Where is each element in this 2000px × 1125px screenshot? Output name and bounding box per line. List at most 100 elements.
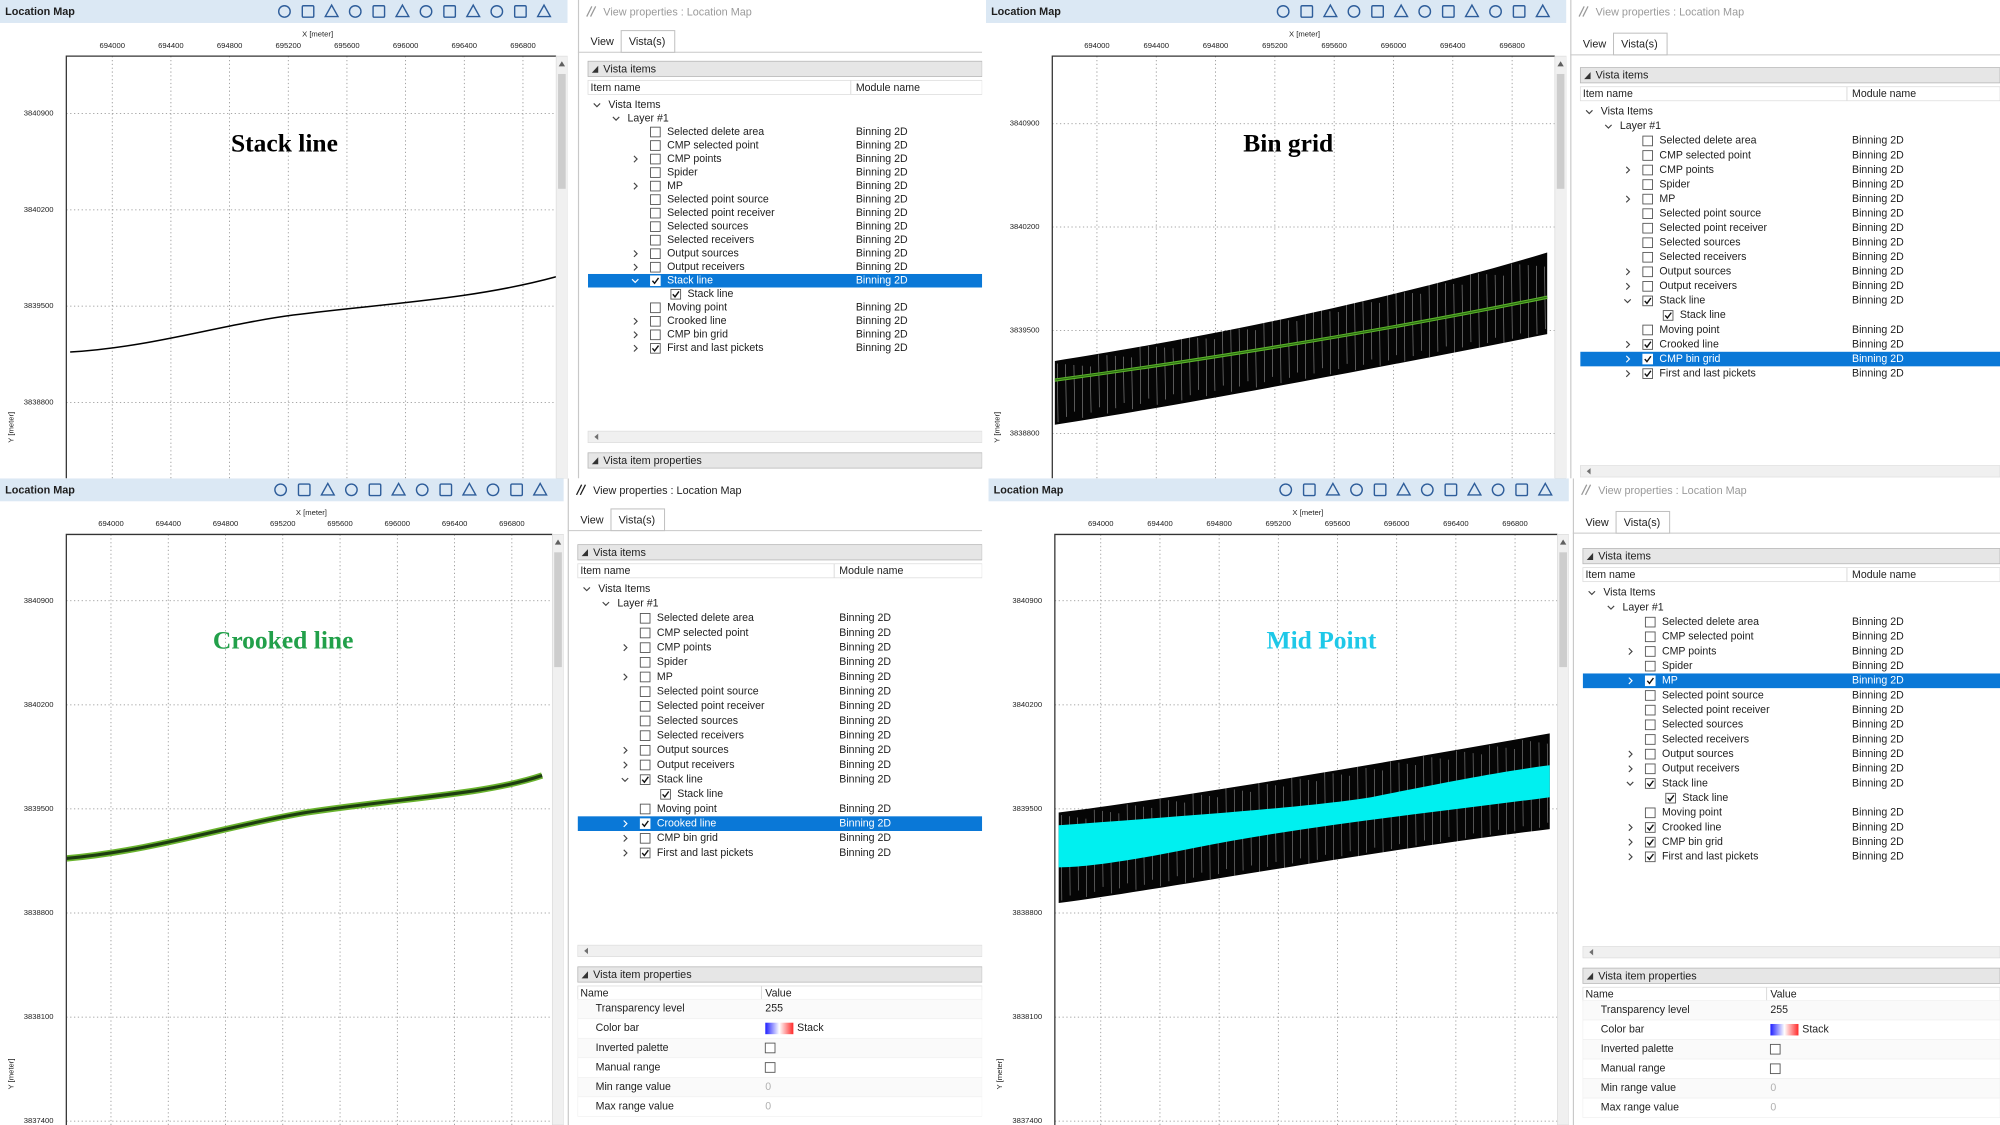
toolbar-button[interactable] xyxy=(510,483,524,497)
tree-item-name[interactable]: First and last pickets xyxy=(657,847,753,859)
tree-item-name[interactable]: Selected point source xyxy=(1659,207,1761,219)
checkbox[interactable] xyxy=(1644,851,1656,863)
toolbar-button[interactable] xyxy=(1537,481,1553,496)
checkbox[interactable] xyxy=(639,759,651,771)
tree-expander[interactable] xyxy=(1623,298,1632,304)
tree-expander[interactable] xyxy=(633,331,638,339)
tree-expander[interactable] xyxy=(633,263,638,271)
section-header[interactable] xyxy=(1582,967,2000,984)
checkbox[interactable] xyxy=(1642,368,1653,379)
vertical-scrollbar[interactable] xyxy=(1557,534,1569,1125)
toolbar-button[interactable] xyxy=(1464,3,1480,18)
tree-item-name[interactable]: Crooked line xyxy=(657,817,717,829)
tree-item-name[interactable]: Moving point xyxy=(667,302,727,314)
tree-expander[interactable] xyxy=(1625,370,1631,378)
tab-label[interactable]: Vista(s) xyxy=(619,514,656,526)
checkbox[interactable] xyxy=(1642,150,1653,161)
checkbox[interactable] xyxy=(650,153,661,165)
tree-item-name[interactable]: Selected point source xyxy=(1662,689,1764,701)
scroll-arrow[interactable] xyxy=(1557,61,1564,67)
section-header[interactable] xyxy=(1582,548,2000,565)
tree-item-name[interactable]: Output sources xyxy=(667,247,739,259)
tree-item-name[interactable]: MP xyxy=(667,180,683,192)
tab-label[interactable]: Vista(s) xyxy=(629,36,666,48)
scroll-arrow[interactable] xyxy=(1559,539,1567,545)
tree-item-name[interactable]: CMP selected point xyxy=(1659,149,1751,161)
checkbox[interactable] xyxy=(650,140,661,151)
tree-expander[interactable] xyxy=(1588,590,1596,596)
checkbox[interactable] xyxy=(639,686,651,697)
checkbox[interactable] xyxy=(650,343,661,354)
toolbar-button[interactable] xyxy=(394,3,410,18)
toolbar-button[interactable] xyxy=(1373,483,1387,497)
toolbar-button[interactable] xyxy=(415,483,429,497)
tree-item-name[interactable]: Selected sources xyxy=(1662,719,1743,731)
toolbar-button[interactable] xyxy=(1371,5,1384,18)
checkbox[interactable] xyxy=(1642,266,1653,278)
tree-item-name[interactable]: Layer #1 xyxy=(1622,601,1663,613)
tree-item-name[interactable]: CMP selected point xyxy=(657,627,749,639)
tree-expander[interactable] xyxy=(602,601,610,607)
toolbar-button[interactable] xyxy=(368,483,382,497)
checkbox[interactable] xyxy=(1642,281,1653,292)
tree-item-name[interactable]: Stack line xyxy=(1659,295,1705,307)
checkbox[interactable] xyxy=(1642,222,1653,234)
checkbox[interactable] xyxy=(650,302,661,314)
checkbox[interactable] xyxy=(650,194,661,205)
section-header[interactable] xyxy=(587,60,983,77)
checkbox[interactable] xyxy=(639,745,651,756)
tree-expander[interactable] xyxy=(633,155,638,163)
toolbar-button[interactable] xyxy=(301,5,315,18)
checkbox[interactable] xyxy=(1642,324,1653,336)
checkbox[interactable] xyxy=(639,657,651,668)
tree-item-name[interactable]: Crooked line xyxy=(1662,821,1722,833)
checkbox[interactable] xyxy=(1642,237,1653,249)
toolbar-button[interactable] xyxy=(419,5,433,18)
tree-item-name[interactable]: Output receivers xyxy=(1659,280,1737,292)
tree-expander[interactable] xyxy=(1628,765,1633,773)
tree-item-name[interactable]: First and last pickets xyxy=(1659,367,1755,379)
toolbar-button[interactable] xyxy=(490,5,504,18)
section-toggle[interactable] xyxy=(581,971,589,979)
tab-active[interactable] xyxy=(1615,510,1671,534)
tab-label[interactable]: View xyxy=(1583,39,1606,51)
tree-item-name[interactable]: Selected point source xyxy=(657,685,759,697)
tree-item-name[interactable]: MP xyxy=(1662,675,1678,687)
tree-item-name[interactable]: Selected receivers xyxy=(1659,251,1746,263)
toolbar-button[interactable] xyxy=(1396,481,1412,496)
checkbox[interactable] xyxy=(650,248,661,259)
scroll-arrow[interactable] xyxy=(584,947,589,955)
checkbox[interactable] xyxy=(1644,646,1656,657)
checkbox[interactable] xyxy=(650,234,661,246)
toolbar-button[interactable] xyxy=(439,483,453,497)
toolbar-button[interactable] xyxy=(274,483,288,497)
section-header[interactable] xyxy=(577,544,983,561)
tree-expander[interactable] xyxy=(633,344,638,352)
toolbar-button[interactable] xyxy=(1512,5,1526,18)
tree-item-name[interactable]: CMP points xyxy=(1659,164,1713,176)
tree-expander[interactable] xyxy=(1628,677,1633,685)
tree-item-name[interactable]: Stack line xyxy=(1682,792,1728,804)
scroll-thumb[interactable] xyxy=(554,552,562,668)
section-toggle[interactable] xyxy=(581,549,589,557)
checkbox[interactable] xyxy=(1642,251,1653,263)
tree-item-name[interactable]: Stack line xyxy=(667,275,713,287)
tree-item-name[interactable]: Layer #1 xyxy=(1620,120,1661,132)
tab-label[interactable]: View xyxy=(580,514,603,526)
toolbar-button[interactable] xyxy=(1444,483,1458,497)
toolbar-button[interactable] xyxy=(1420,483,1434,497)
checkbox[interactable] xyxy=(1644,822,1656,833)
checkbox[interactable] xyxy=(650,316,661,327)
checkbox[interactable] xyxy=(1769,1063,1781,1075)
tree-item-name[interactable]: Selected receivers xyxy=(1662,733,1749,745)
color-bar-swatch[interactable] xyxy=(1770,1023,1799,1036)
scroll-arrow[interactable] xyxy=(1589,948,1594,956)
toolbar-button[interactable] xyxy=(344,483,358,497)
tree-item-name[interactable]: MP xyxy=(1659,193,1675,205)
toolbar-button[interactable] xyxy=(1489,5,1502,18)
tree-item-name[interactable]: CMP points xyxy=(667,153,721,165)
tree-item-name[interactable]: Spider xyxy=(1659,178,1690,190)
toolbar-button[interactable] xyxy=(348,5,362,18)
toolbar-button[interactable] xyxy=(1302,483,1316,497)
tree-expander[interactable] xyxy=(623,644,628,652)
